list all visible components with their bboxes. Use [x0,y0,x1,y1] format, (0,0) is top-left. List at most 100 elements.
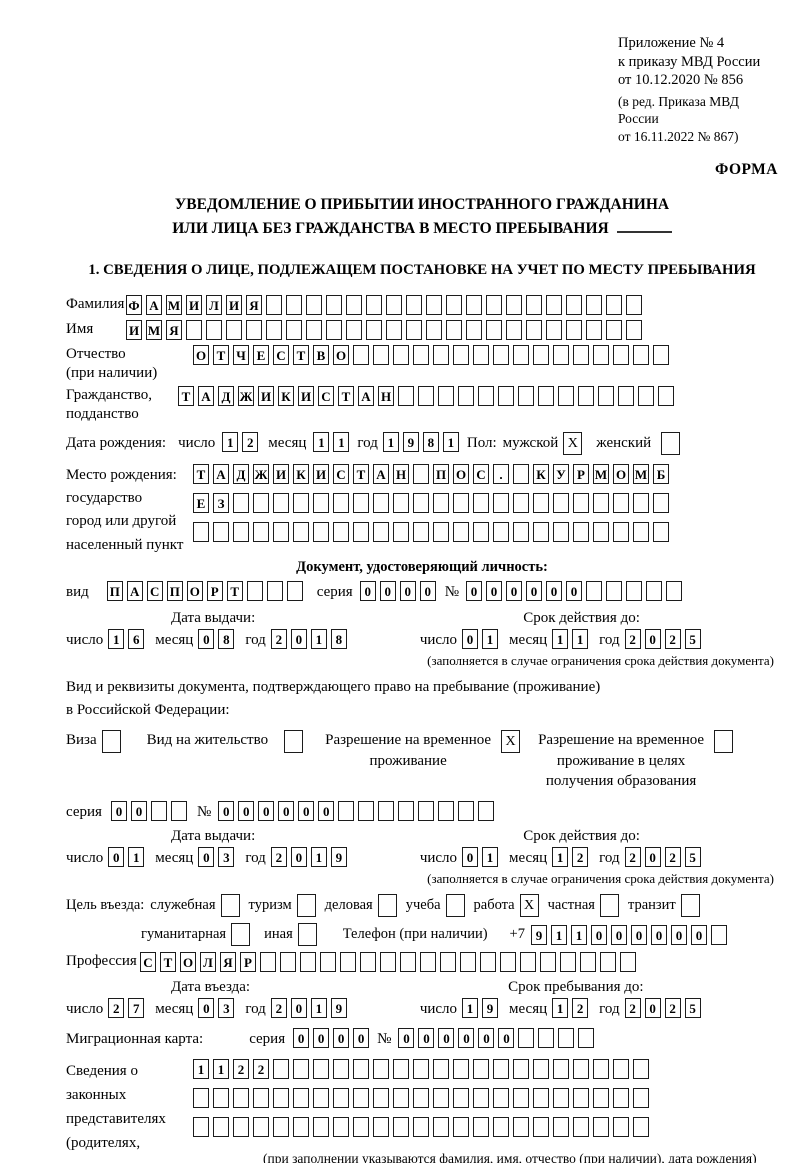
char-cell[interactable] [333,1059,349,1080]
char-cell[interactable]: Д [233,463,249,484]
char-cell[interactable] [418,385,434,406]
char-cell[interactable] [473,1117,489,1138]
char-cell[interactable] [493,1117,509,1138]
char-cell[interactable]: 0 [418,1028,435,1049]
purpose-transit-checkbox[interactable] [680,894,700,918]
char-cell[interactable]: С [273,344,289,365]
char-cell[interactable] [653,521,669,542]
char-cell[interactable] [253,521,269,542]
char-cell[interactable]: 0 [278,801,295,822]
char-cell[interactable] [626,319,642,340]
purpose-other-checkbox[interactable] [297,923,317,947]
char-cell[interactable] [573,1117,589,1138]
char-cell[interactable] [246,319,262,340]
visa-checkbox[interactable] [101,730,121,754]
char-cell[interactable]: 0 [644,628,661,649]
char-cell[interactable]: 0 [438,1028,455,1049]
char-cell[interactable] [193,1117,209,1138]
char-cell[interactable] [440,952,456,973]
char-cell[interactable]: 0 [610,924,627,945]
char-cell[interactable] [593,521,609,542]
purpose-tourism-checkbox[interactable] [296,894,316,918]
char-cell[interactable]: 2 [664,998,681,1019]
char-cell[interactable]: 0 [670,924,687,945]
char-cell[interactable]: 1 [213,1059,229,1080]
purpose-humanitarian-checkbox[interactable] [231,923,251,947]
char-cell[interactable] [553,1088,569,1109]
char-cell[interactable]: Т [178,385,194,406]
char-cell[interactable] [573,344,589,365]
char-cell[interactable] [446,294,462,315]
char-cell[interactable] [193,1088,209,1109]
char-cell[interactable] [360,952,376,973]
char-cell[interactable]: 6 [128,628,145,649]
char-cell[interactable] [493,344,509,365]
char-cell[interactable] [518,385,534,406]
char-cell[interactable]: 0 [353,1028,370,1049]
char-cell[interactable] [386,319,402,340]
char-cell[interactable]: Ж [253,463,269,484]
char-cell[interactable] [366,319,382,340]
char-cell[interactable]: 0 [290,998,307,1019]
char-cell[interactable] [373,344,389,365]
char-cell[interactable] [286,580,303,601]
char-cell[interactable] [293,1088,309,1109]
char-cell[interactable]: 2 [233,1059,249,1080]
char-cell[interactable] [578,1028,595,1049]
char-cell[interactable]: 2 [242,431,259,452]
char-cell[interactable] [638,385,654,406]
char-cell[interactable]: П [433,463,449,484]
char-cell[interactable] [513,521,529,542]
char-cell[interactable] [633,344,649,365]
purpose-official-checkbox[interactable] [220,894,240,918]
char-cell[interactable] [513,1059,529,1080]
char-cell[interactable]: 2 [270,628,287,649]
char-cell[interactable]: О [613,463,629,484]
char-cell[interactable] [373,1059,389,1080]
char-cell[interactable] [353,1059,369,1080]
char-cell[interactable] [433,1117,449,1138]
char-cell[interactable] [478,801,495,822]
char-cell[interactable]: Я [246,294,262,315]
char-cell[interactable]: 0 [359,580,376,601]
char-cell[interactable] [393,1088,409,1109]
char-cell[interactable] [600,952,616,973]
char-cell[interactable] [418,801,435,822]
char-cell[interactable] [553,1059,569,1080]
char-cell[interactable] [593,1117,609,1138]
char-cell[interactable]: 0 [399,580,416,601]
char-cell[interactable]: О [180,952,196,973]
char-cell[interactable]: О [193,344,209,365]
char-cell[interactable] [446,319,462,340]
char-cell[interactable]: 0 [462,847,479,868]
char-cell[interactable]: Ж [238,385,254,406]
char-cell[interactable] [373,1117,389,1138]
char-cell[interactable] [413,1117,429,1138]
char-cell[interactable] [273,521,289,542]
char-cell[interactable]: 0 [630,924,647,945]
char-cell[interactable] [293,521,309,542]
char-cell[interactable] [453,1088,469,1109]
char-cell[interactable] [233,1088,249,1109]
char-cell[interactable] [150,801,167,822]
char-cell[interactable] [398,801,415,822]
residence-permit-checkbox[interactable] [284,730,304,754]
char-cell[interactable] [273,1059,289,1080]
char-cell[interactable] [373,521,389,542]
char-cell[interactable]: Р [573,463,589,484]
char-cell[interactable]: 0 [198,998,215,1019]
char-cell[interactable] [513,1088,529,1109]
char-cell[interactable] [466,319,482,340]
char-cell[interactable]: М [166,294,182,315]
char-cell[interactable] [466,294,482,315]
char-cell[interactable] [353,1117,369,1138]
char-cell[interactable] [538,385,554,406]
char-cell[interactable] [646,580,662,601]
char-cell[interactable] [500,952,516,973]
char-cell[interactable]: 0 [506,580,522,601]
char-cell[interactable]: 0 [258,801,275,822]
char-cell[interactable] [613,492,629,513]
char-cell[interactable] [560,952,576,973]
char-cell[interactable]: 0 [198,628,215,649]
char-cell[interactable] [380,952,396,973]
